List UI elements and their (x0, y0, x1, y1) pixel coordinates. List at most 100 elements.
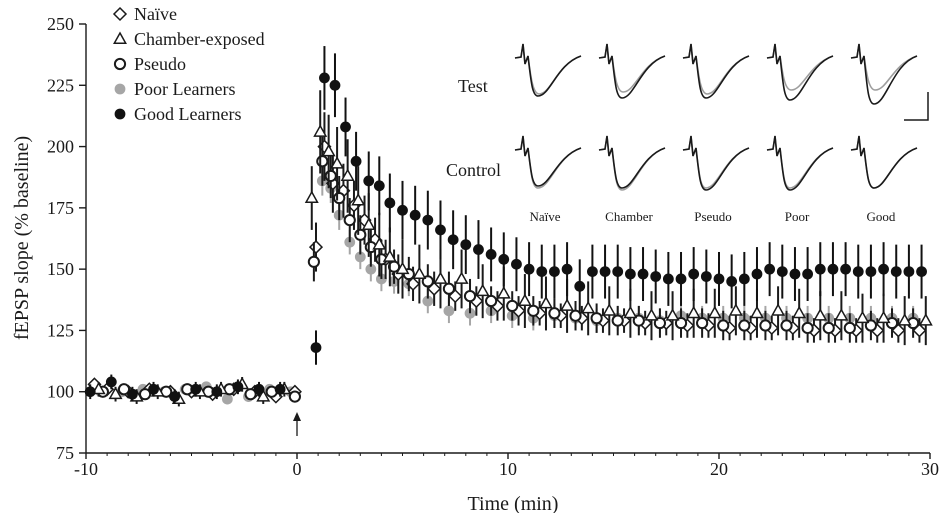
data-point (373, 180, 385, 192)
data-point (307, 255, 320, 268)
data-point (602, 303, 617, 316)
data-point (918, 313, 933, 326)
data-point (728, 303, 743, 316)
inset-trace (514, 135, 582, 187)
data-point (422, 214, 434, 226)
y-axis-label: fEPSP slope (% baseline) (11, 136, 33, 340)
x-tick-label: 10 (499, 459, 517, 479)
data-point (454, 271, 469, 284)
data-point (675, 273, 687, 285)
data-point (696, 316, 709, 330)
inset-trace (766, 43, 834, 101)
data-point (587, 266, 598, 277)
y-tick-label: 100 (47, 382, 74, 402)
data-point (288, 390, 301, 403)
legend-label: Good Learners (134, 104, 241, 124)
data-point (688, 268, 700, 280)
data-point (792, 305, 807, 319)
data-point (333, 191, 346, 205)
data-point (112, 6, 128, 22)
data-point (330, 156, 345, 169)
inset-trace (598, 135, 666, 189)
inset-column-label: Good (867, 209, 896, 224)
data-point (443, 305, 455, 317)
data-point (365, 263, 377, 275)
data-point (91, 381, 106, 395)
data-point (422, 295, 434, 307)
data-point (876, 310, 891, 324)
data-point (878, 263, 889, 275)
data-points (84, 46, 933, 407)
data-point (435, 224, 446, 236)
inset-trace (766, 135, 834, 191)
inset-trace (850, 135, 918, 189)
data-point (738, 273, 750, 285)
inset-trace (514, 43, 582, 95)
legend-label: Pseudo (134, 54, 186, 74)
data-point (759, 319, 772, 332)
data-point (221, 393, 233, 405)
data-point (361, 217, 376, 230)
data-point (707, 305, 722, 319)
data-point (442, 282, 456, 295)
x-axis-label: Time (min) (468, 493, 559, 513)
inset-trace (850, 43, 918, 105)
x-tick-label: 0 (293, 459, 302, 479)
series-good-learners (84, 46, 927, 404)
data-point (308, 240, 324, 255)
inset-column-label: Pseudo (694, 209, 732, 224)
inset-column-label: Naïve (529, 209, 560, 224)
data-point (344, 236, 356, 248)
x-tick-label: 20 (710, 459, 728, 479)
data-point (611, 314, 624, 327)
data-point (319, 72, 330, 84)
data-point (113, 57, 127, 71)
data-point (843, 321, 856, 335)
data-point (511, 258, 522, 270)
data-point (539, 295, 553, 309)
inset-trace (766, 43, 834, 91)
data-point (498, 253, 510, 265)
y-tick-label: 75 (56, 443, 74, 463)
data-point (574, 280, 586, 292)
data-point (814, 263, 826, 275)
data-point (253, 383, 265, 395)
data-point (105, 376, 117, 388)
inset-trace (682, 135, 750, 189)
data-point (549, 266, 560, 277)
data-point (127, 388, 138, 400)
data-point (108, 386, 123, 400)
data-point (190, 383, 202, 395)
legend: Naïve Chamber-exposed Pseudo Poor Learners G… (112, 4, 265, 124)
data-point (496, 286, 511, 299)
inset-trace (766, 135, 834, 189)
data-point (473, 244, 484, 255)
data-point (612, 266, 624, 277)
data-point (750, 305, 764, 319)
data-point (813, 308, 828, 321)
data-point (801, 321, 814, 335)
data-point (372, 237, 387, 250)
data-point (713, 273, 725, 285)
x-tick-label: 30 (921, 459, 939, 479)
data-point (329, 79, 341, 91)
inset-row-label: Test (458, 76, 488, 96)
data-point (113, 31, 127, 44)
data-point (138, 388, 152, 401)
data-point (244, 388, 257, 401)
data-point (738, 319, 751, 332)
data-point (855, 310, 870, 324)
data-point (650, 271, 662, 282)
stimulus-arrow-head (293, 412, 301, 421)
y-tick-label: 250 (47, 14, 74, 34)
data-point (310, 342, 322, 353)
legend-label: Poor Learners (134, 79, 235, 99)
inset-column-label: Poor (785, 209, 810, 224)
data-point (274, 383, 286, 395)
y-tick-label: 125 (47, 320, 74, 340)
inset-trace (682, 43, 750, 99)
y-tick-label: 225 (47, 75, 74, 95)
data-point (865, 266, 877, 277)
data-point (802, 268, 814, 280)
